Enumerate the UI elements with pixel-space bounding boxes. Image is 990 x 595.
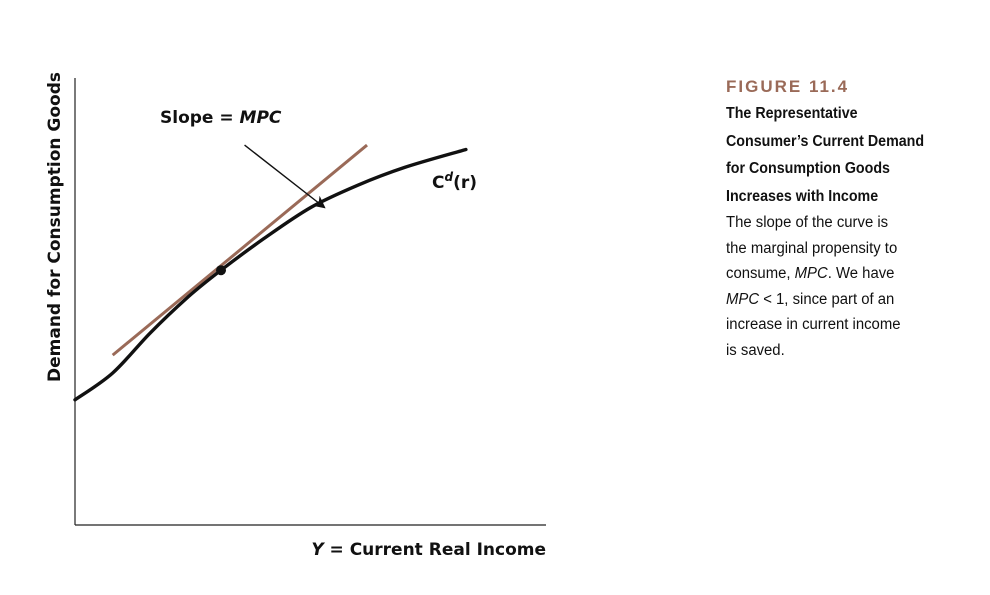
- y-axis-label: Demand for Consumption Goods: [45, 72, 65, 382]
- consumption-demand-curve: [73, 147, 468, 402]
- tangent-line: [111, 143, 368, 357]
- figure-body-line: The slope of the curve is: [726, 214, 889, 231]
- figure-body-line: MPC < 1, since part of an: [726, 287, 956, 313]
- body-text: consume,: [726, 265, 795, 282]
- x-axis-label-var: Y: [311, 540, 325, 560]
- body-text: < 1, since part of an: [759, 290, 895, 308]
- x-axis-label-rest: = Current Real Income: [324, 540, 546, 560]
- slope-annotation-prefix: Slope =: [160, 108, 240, 128]
- slope-annotation-arrow: [244, 144, 326, 209]
- figure-title-line: The Representative: [726, 105, 858, 122]
- figure-title-line: Consumer’s Current Demand: [726, 132, 925, 150]
- slope-annotation: Slope = MPC: [160, 108, 282, 128]
- curve-label-sup: d: [444, 170, 453, 184]
- curve-label-base: C: [432, 173, 444, 193]
- body-mpc: MPC: [726, 290, 760, 308]
- consumption-demand-chart: Slope = MPC Cd(r) Y = Current Real Incom…: [45, 72, 546, 560]
- figure-body-line: the marginal propensity to: [726, 239, 898, 257]
- figure-body-line: increase in current income: [726, 316, 901, 333]
- tangency-point: [216, 265, 227, 276]
- x-axis-label: Y = Current Real Income: [311, 540, 546, 560]
- figure-title-line: Increases with Income: [726, 187, 879, 205]
- body-mpc: MPC: [794, 265, 828, 282]
- curve-label-arg: (r): [453, 173, 477, 193]
- body-text: . We have: [827, 265, 895, 282]
- figure-caption: FIGURE 11.4 The Representative Consumer’…: [726, 74, 966, 363]
- curve-label: Cd(r): [432, 170, 477, 193]
- figure-label: FIGURE 11.4: [726, 77, 850, 96]
- slope-annotation-var: MPC: [240, 108, 282, 128]
- figure-title-line: for Consumption Goods: [726, 160, 890, 177]
- figure-body-line: consume, MPC. We have: [726, 261, 956, 287]
- figure-body-line: is saved.: [726, 341, 785, 359]
